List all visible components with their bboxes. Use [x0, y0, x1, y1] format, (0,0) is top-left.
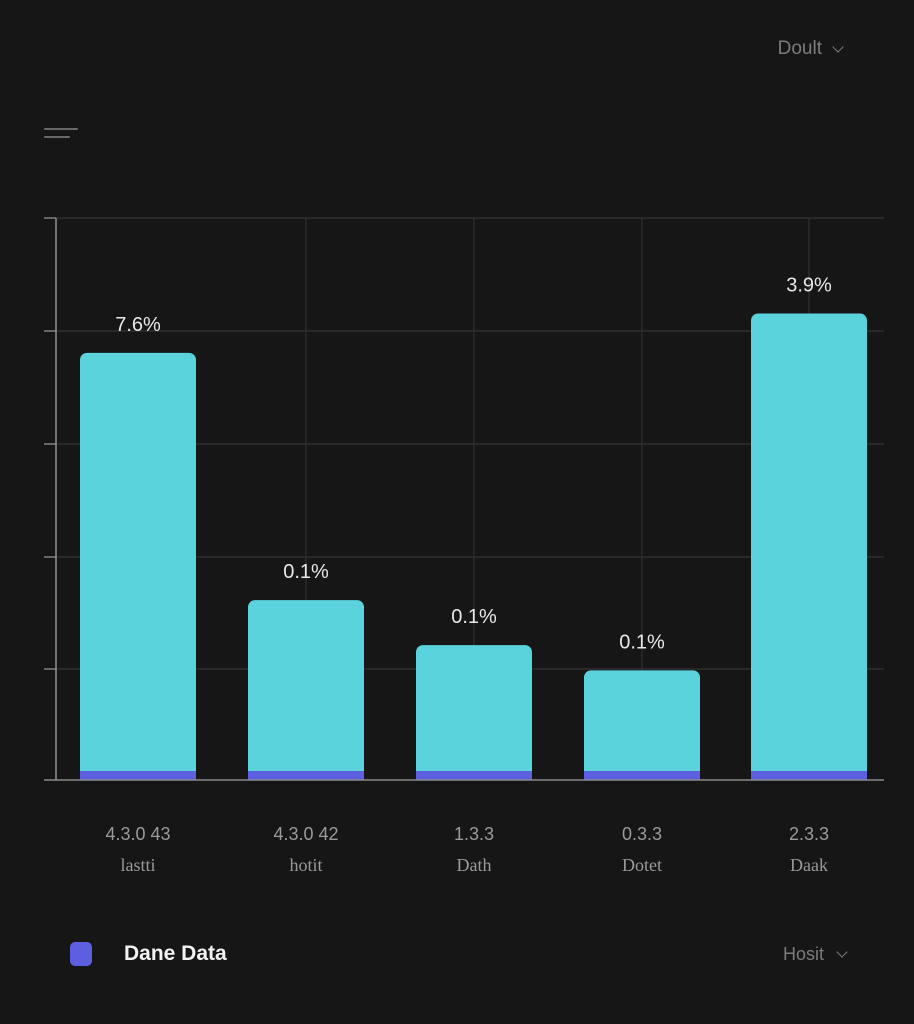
x-tick-sublabel: Daak [790, 855, 828, 875]
bar-base-strip [80, 771, 196, 780]
data-label: 7.6% [115, 314, 161, 336]
x-tick-label: 1.3.3 [454, 824, 494, 844]
chevron-down-icon [836, 946, 848, 958]
x-tick-label: 4.3.0 42 [273, 824, 338, 844]
bar [751, 313, 867, 780]
bar [80, 352, 196, 780]
data-label: 0.1% [283, 561, 329, 583]
x-tick-sublabel: lastti [121, 855, 156, 875]
data-label: 0.1% [451, 606, 497, 628]
x-tick-sublabel: Dotet [622, 855, 662, 875]
bar-base-strip [751, 771, 867, 780]
bar [416, 645, 532, 780]
bottom-dropdown-label: Hosit [782, 944, 824, 964]
legend: Dane Data [70, 942, 227, 966]
bar [584, 670, 700, 780]
bottom-dropdown[interactable]: Hosit [782, 944, 848, 965]
bar-chart: 7.6% 4.3.0 43 lastti 0.1% 4.3.0 42 hotit 0.1% 1… [44, 217, 884, 875]
menu-icon[interactable] [44, 128, 78, 140]
x-tick-label: 0.3.3 [622, 824, 662, 844]
x-tick-label: 2.3.3 [789, 824, 829, 844]
top-dropdown-label: Doult [777, 38, 822, 59]
x-tick-sublabel: Dath [457, 855, 492, 875]
legend-swatch [70, 942, 92, 966]
legend-label: Dane Data [124, 942, 227, 965]
x-tick-sublabel: hotit [289, 855, 322, 875]
data-label: 3.9% [786, 275, 832, 297]
bar-base-strip [248, 771, 364, 780]
bar-base-strip [584, 771, 700, 780]
x-tick-label: 4.3.0 43 [105, 824, 170, 844]
top-dropdown[interactable]: Doult [777, 38, 844, 60]
bar-base-strip [416, 771, 532, 780]
bar [248, 600, 364, 780]
data-label: 0.1% [619, 631, 665, 653]
